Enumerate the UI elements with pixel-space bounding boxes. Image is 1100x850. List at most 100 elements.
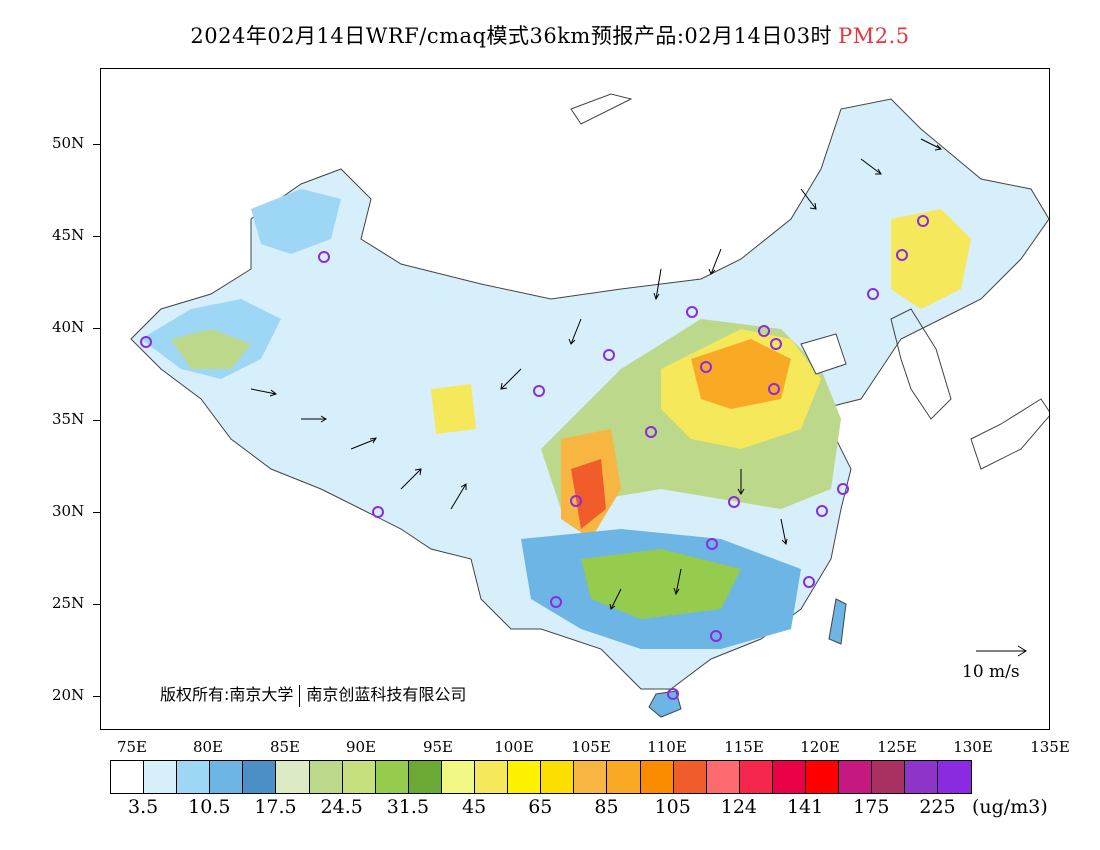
copyright-separator xyxy=(299,684,301,707)
hainan-island xyxy=(648,690,682,718)
city-marker xyxy=(867,288,879,300)
lon-label: 120E xyxy=(800,738,840,756)
legend-swatch xyxy=(309,761,343,793)
lat-tick xyxy=(93,144,100,145)
title-main: 2024年02月14日WRF/cmaq模式36km预报产品:02月14日03时 xyxy=(190,24,833,48)
legend-label: 65 xyxy=(528,796,553,818)
city-marker xyxy=(550,596,562,608)
lat-label: 35N xyxy=(52,410,85,428)
sichuan-basin-red xyxy=(571,459,606,529)
legend-swatch xyxy=(111,761,145,793)
map-title: 2024年02月14日WRF/cmaq模式36km预报产品:02月14日03时 P… xyxy=(0,20,1100,50)
lat-label: 40N xyxy=(52,318,85,336)
city-marker xyxy=(816,505,828,517)
legend-label: 105 xyxy=(654,796,691,818)
legend-swatch xyxy=(210,761,244,793)
lat-label: 50N xyxy=(52,134,85,152)
wind-scale-arrow xyxy=(976,645,1027,657)
city-marker xyxy=(706,538,718,550)
tarim-green-area xyxy=(171,329,251,369)
lat-label: 30N xyxy=(52,502,85,520)
title-variable: PM2.5 xyxy=(838,24,910,48)
lon-label: 125E xyxy=(877,738,917,756)
copyright-suffix: 南京创蓝科技有限公司 xyxy=(306,685,467,704)
city-marker xyxy=(667,688,679,700)
lon-label: 130E xyxy=(953,738,993,756)
legend-swatch xyxy=(905,761,939,793)
china-landmass xyxy=(130,98,1049,690)
lat-tick xyxy=(93,512,100,513)
city-marker xyxy=(603,349,615,361)
pollution-map xyxy=(130,93,1049,718)
city-marker xyxy=(533,385,545,397)
color-legend xyxy=(110,760,973,794)
korean-peninsula xyxy=(890,308,952,420)
legend-swatch xyxy=(144,761,178,793)
copyright-notice: 版权所有:南京大学 南京创蓝科技有限公司 xyxy=(160,681,466,707)
lon-label: 95E xyxy=(422,738,454,756)
legend-label: 10.5 xyxy=(188,796,231,818)
lake-baikal xyxy=(570,93,633,125)
lat-tick xyxy=(93,604,100,605)
legend-label: 175 xyxy=(853,796,890,818)
legend-swatch xyxy=(872,761,906,793)
lat-label: 45N xyxy=(52,226,85,244)
city-marker xyxy=(710,630,722,642)
city-marker xyxy=(758,325,770,337)
legend-swatch xyxy=(475,761,509,793)
legend-label: 3.5 xyxy=(127,796,159,818)
legend-swatch xyxy=(177,761,211,793)
city-marker xyxy=(770,338,782,350)
legend-swatch xyxy=(805,761,840,793)
lat-tick xyxy=(93,236,100,237)
legend-swatch xyxy=(375,761,409,793)
city-marker xyxy=(837,483,849,495)
japan-coast xyxy=(970,398,1049,470)
taiwan-island xyxy=(828,598,847,645)
legend-label: 45 xyxy=(462,796,487,818)
legend-label: 31.5 xyxy=(386,796,430,818)
legend-swatch xyxy=(640,761,674,793)
lon-label: 100E xyxy=(494,738,534,756)
lat-tick xyxy=(93,328,100,329)
legend-label: 85 xyxy=(594,796,619,818)
lat-label: 20N xyxy=(52,686,85,704)
legend-swatch xyxy=(739,761,773,793)
legend-swatch xyxy=(541,761,575,793)
lon-label: 135E xyxy=(1030,738,1070,756)
city-marker xyxy=(570,495,582,507)
legend-swatch xyxy=(938,761,972,793)
legend-label: 17.5 xyxy=(254,796,297,818)
legend-label: 141 xyxy=(786,796,824,818)
wind-scale-label: 10 m/s xyxy=(962,662,1020,682)
northeast-yellow xyxy=(891,209,971,309)
lon-label: 105E xyxy=(571,738,611,756)
city-marker xyxy=(803,576,815,588)
legend-swatch xyxy=(574,761,608,793)
legend-swatch xyxy=(673,761,707,793)
city-marker xyxy=(686,306,698,318)
legend-swatch xyxy=(243,761,277,793)
city-marker xyxy=(700,361,712,373)
lon-label: 75E xyxy=(116,738,148,756)
copyright-prefix: 版权所有:南京大学 xyxy=(160,685,294,704)
lat-label: 25N xyxy=(52,594,85,612)
lon-label: 90E xyxy=(345,738,377,756)
wind-vectors xyxy=(250,138,943,610)
legend-swatch xyxy=(706,761,740,793)
city-marker xyxy=(917,215,929,227)
lat-tick xyxy=(93,696,100,697)
legend-swatch xyxy=(839,761,873,793)
city-marker xyxy=(896,249,908,261)
lon-label: 110E xyxy=(647,738,687,756)
junggar-region xyxy=(251,189,341,254)
city-marker xyxy=(140,336,152,348)
lon-label: 85E xyxy=(269,738,301,756)
legend-label: 225 xyxy=(919,796,956,818)
lon-label: 115E xyxy=(724,738,764,756)
legend-swatch xyxy=(508,761,542,793)
hebei-orange xyxy=(691,339,791,409)
legend-swatch xyxy=(342,761,376,793)
map-panel xyxy=(100,68,1050,730)
city-marker xyxy=(372,506,384,518)
